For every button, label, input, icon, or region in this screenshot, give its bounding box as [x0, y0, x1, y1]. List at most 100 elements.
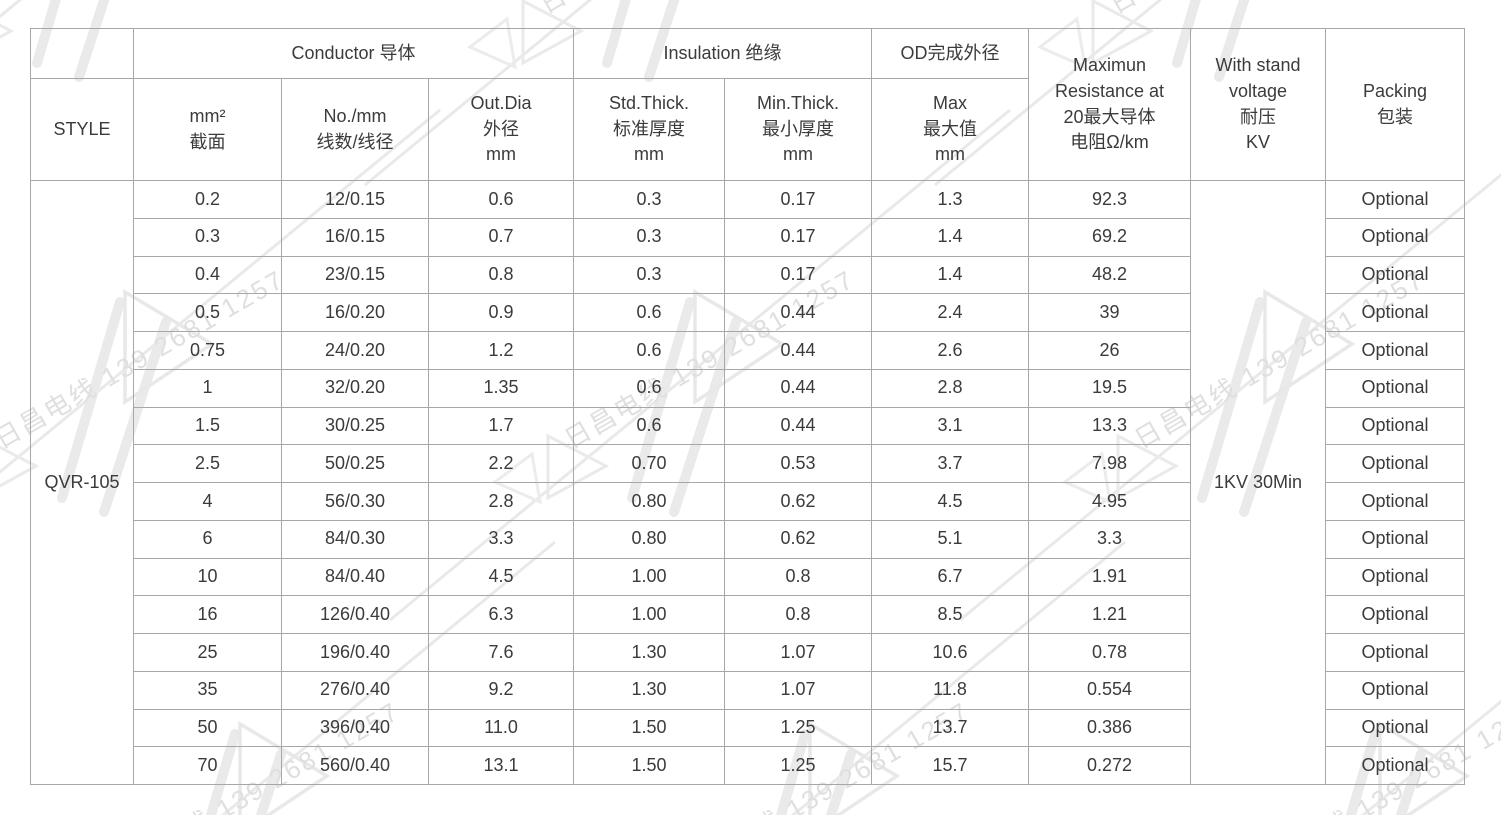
packing-cell: Optional [1325, 595, 1466, 634]
style-header: STYLE [30, 78, 134, 181]
data-cell: 0.6 [573, 368, 726, 408]
voltage-value-cell: 1KV 30Min [1190, 180, 1327, 785]
data-cell: 69.2 [1028, 217, 1192, 257]
data-cell: 0.4 [133, 255, 282, 295]
data-cell: 24/0.20 [281, 331, 429, 370]
packing-cell: Optional [1325, 746, 1466, 785]
data-cell: 0.75 [133, 331, 282, 370]
packing-cell: Optional [1325, 482, 1466, 521]
min-thick-header: Min.Thick. 最小厚度 mm [724, 78, 873, 181]
data-cell: 3.7 [871, 444, 1030, 483]
packing-cell: Optional [1325, 368, 1466, 408]
data-cell: 48.2 [1028, 255, 1192, 295]
data-cell: 0.8 [724, 595, 873, 634]
data-cell: 0.44 [724, 331, 873, 370]
std-thick-header: Std.Thick. 标准厚度 mm [573, 78, 726, 181]
spec-table-body: QVR-105 0.2 12/0.15 0.6 0.3 0.17 1.3 92.3 1KV 30… [30, 180, 1466, 785]
data-cell: 1.2 [427, 331, 575, 370]
data-cell: 84/0.40 [281, 557, 429, 597]
data-cell: 10 [133, 557, 282, 597]
data-cell: 1.3 [871, 180, 1030, 219]
data-cell: 0.272 [1028, 746, 1192, 785]
data-cell: 16 [133, 595, 282, 634]
data-cell: 3.3 [427, 519, 575, 559]
data-cell: 0.3 [573, 180, 726, 219]
data-cell: 2.4 [871, 293, 1030, 332]
data-cell: 0.6 [573, 331, 726, 370]
data-cell: 4.5 [427, 557, 575, 597]
data-cell: 0.70 [573, 444, 726, 483]
packing-cell: Optional [1325, 633, 1466, 672]
data-cell: 4.5 [871, 482, 1030, 521]
data-cell: 9.2 [427, 670, 575, 710]
data-cell: 25 [133, 633, 282, 672]
data-cell: 11.8 [871, 670, 1030, 710]
packing-cell: Optional [1325, 670, 1466, 710]
data-cell: 1.00 [573, 557, 726, 597]
style-value-cell: QVR-105 [30, 180, 134, 785]
data-cell: 0.3 [573, 217, 726, 257]
data-cell: 92.3 [1028, 180, 1192, 219]
data-cell: 84/0.30 [281, 519, 429, 559]
data-cell: 12/0.15 [281, 180, 429, 219]
data-cell: 0.44 [724, 368, 873, 408]
out-dia-header: Out.Dia 外径 mm [427, 78, 575, 181]
data-cell: 6.7 [871, 557, 1030, 597]
data-cell: 2.6 [871, 331, 1030, 370]
data-cell: 126/0.40 [281, 595, 429, 634]
data-cell: 0.78 [1028, 633, 1192, 672]
data-cell: 0.17 [724, 180, 873, 219]
data-cell: 4.95 [1028, 482, 1192, 521]
data-cell: 56/0.30 [281, 482, 429, 521]
data-cell: 13.3 [1028, 406, 1192, 446]
data-cell: 1.30 [573, 633, 726, 672]
packing-cell: Optional [1325, 180, 1466, 219]
data-cell: 0.44 [724, 406, 873, 446]
data-cell: 1.50 [573, 746, 726, 785]
data-cell: 0.3 [573, 255, 726, 295]
packing-header: Packing 包装 [1325, 28, 1466, 181]
data-cell: 1.00 [573, 595, 726, 634]
data-cell: 0.44 [724, 293, 873, 332]
max-od-header: Max 最大值 mm [871, 78, 1030, 181]
data-cell: 32/0.20 [281, 368, 429, 408]
data-cell: 1.07 [724, 670, 873, 710]
data-cell: 30/0.25 [281, 406, 429, 446]
data-cell: 560/0.40 [281, 746, 429, 785]
data-cell: 3.3 [1028, 519, 1192, 559]
packing-cell: Optional [1325, 293, 1466, 332]
data-cell: 2.5 [133, 444, 282, 483]
data-cell: 0.80 [573, 519, 726, 559]
table-header: Conductor 导体 Insulation 绝缘 OD完成外径 Maximu… [30, 28, 1466, 181]
data-cell: 0.17 [724, 255, 873, 295]
packing-cell: Optional [1325, 331, 1466, 370]
data-cell: 1.7 [427, 406, 575, 446]
data-cell: 0.6 [573, 406, 726, 446]
wire-spec-table: Conductor 导体 Insulation 绝缘 OD完成外径 Maximu… [30, 28, 1466, 785]
data-cell: 0.7 [427, 217, 575, 257]
data-cell: 0.386 [1028, 708, 1192, 748]
data-cell: 0.9 [427, 293, 575, 332]
packing-cell: Optional [1325, 217, 1466, 257]
data-cell: 2.8 [427, 482, 575, 521]
data-cell: 7.6 [427, 633, 575, 672]
data-cell: 1.30 [573, 670, 726, 710]
data-cell: 70 [133, 746, 282, 785]
data-cell: 0.53 [724, 444, 873, 483]
data-cell: 1.25 [724, 708, 873, 748]
data-cell: 1.21 [1028, 595, 1192, 634]
data-cell: 0.554 [1028, 670, 1192, 710]
packing-cell: Optional [1325, 255, 1466, 295]
data-cell: 16/0.20 [281, 293, 429, 332]
data-cell: 10.6 [871, 633, 1030, 672]
resistance-header: Maximun Resistance at 20最大导体 电阻Ω/km [1028, 28, 1192, 181]
voltage-header: With stand voltage 耐压 KV [1190, 28, 1327, 181]
data-cell: 1.5 [133, 406, 282, 446]
data-cell: 0.80 [573, 482, 726, 521]
data-cell: 2.8 [871, 368, 1030, 408]
data-cell: 1 [133, 368, 282, 408]
data-cell: 0.8 [427, 255, 575, 295]
data-cell: 0.5 [133, 293, 282, 332]
data-cell: 15.7 [871, 746, 1030, 785]
